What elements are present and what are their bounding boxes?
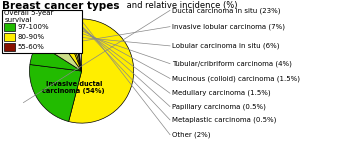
Wedge shape [67,20,82,71]
Text: Metaplastic carcinoma (0.5%): Metaplastic carcinoma (0.5%) [172,117,276,123]
Text: Other (2%): Other (2%) [172,131,210,138]
Wedge shape [30,65,82,122]
Text: Invasive ductal
carcinoma (54%): Invasive ductal carcinoma (54%) [42,81,105,94]
Wedge shape [73,19,82,71]
Text: Papillary carcinoma (0.5%): Papillary carcinoma (0.5%) [172,103,266,110]
Text: 55-60%: 55-60% [17,44,44,50]
Text: Medullary carcinoma (1.5%): Medullary carcinoma (1.5%) [172,90,270,96]
Wedge shape [38,29,82,71]
Text: Tubular/cribriform carcinoma (4%): Tubular/cribriform carcinoma (4%) [172,60,292,67]
Wedge shape [63,21,82,71]
Text: Lobular carcinoma in situ (6%): Lobular carcinoma in situ (6%) [172,43,279,49]
Text: Ductal carcinoma in situ (23%): Ductal carcinoma in situ (23%) [172,7,280,14]
Text: Overall 5-year
survival: Overall 5-year survival [4,10,54,23]
Text: 97-100%: 97-100% [17,24,49,30]
Wedge shape [30,43,82,71]
Text: Invasive lobular carcinoma (7%): Invasive lobular carcinoma (7%) [172,23,285,30]
Wedge shape [72,20,82,71]
Text: 80-90%: 80-90% [17,34,45,40]
Wedge shape [51,23,82,71]
Text: Breast cancer types: Breast cancer types [2,1,119,11]
Wedge shape [69,19,134,123]
Text: Mucinous (colloid) carcinoma (1.5%): Mucinous (colloid) carcinoma (1.5%) [172,75,300,82]
Text: and relative incidence (%): and relative incidence (%) [124,1,238,10]
Wedge shape [75,19,82,71]
